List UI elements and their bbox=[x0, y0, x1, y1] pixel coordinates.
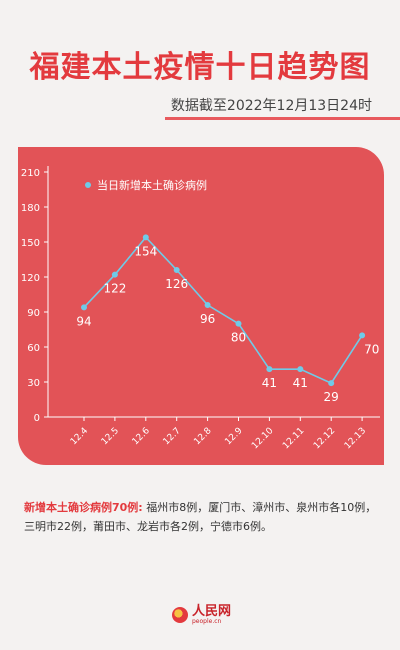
y-tick-label: 180 bbox=[21, 203, 40, 214]
data-point bbox=[266, 366, 273, 373]
series-line bbox=[83, 236, 363, 385]
x-tick-label: 12.9 bbox=[223, 426, 244, 447]
x-tick-label: 12.12 bbox=[312, 426, 337, 451]
data-label: 41 bbox=[262, 376, 277, 390]
legend-marker bbox=[85, 182, 91, 188]
x-tick-label: 12.6 bbox=[131, 426, 152, 447]
data-cutoff-subtitle: 数据截至2022年12月13日24时 bbox=[170, 98, 372, 114]
y-tick-label: 150 bbox=[21, 238, 40, 249]
data-point bbox=[142, 234, 149, 241]
note-text: 福州市8例，厦门市、漳州市、泉州市各10例，三明市22例，莆田市、龙岩市各2例，… bbox=[24, 501, 377, 533]
data-label: 70 bbox=[364, 342, 379, 356]
x-tick-label: 12.13 bbox=[343, 426, 368, 451]
x-tick-label: 12.7 bbox=[162, 426, 183, 447]
page-title: 福建本土疫情十日趋势图 bbox=[29, 50, 371, 85]
data-point bbox=[81, 304, 87, 311]
data-label: 80 bbox=[231, 331, 246, 345]
logo-url: people.cn bbox=[192, 618, 222, 625]
y-tick-label: 60 bbox=[27, 343, 40, 354]
people-daily-logo: 人民网 people.cn bbox=[172, 605, 231, 625]
data-point bbox=[235, 320, 242, 327]
data-label: 94 bbox=[76, 314, 91, 328]
y-tick-label: 0 bbox=[34, 413, 40, 424]
subtitle-underline bbox=[165, 117, 400, 120]
data-label: 29 bbox=[324, 390, 339, 404]
y-tick-label: 120 bbox=[21, 273, 40, 284]
y-tick-label: 30 bbox=[27, 378, 40, 389]
x-tick-label: 12.5 bbox=[100, 426, 121, 447]
y-tick-label: 210 bbox=[21, 168, 40, 179]
x-tick-label: 12.8 bbox=[192, 426, 213, 447]
data-point bbox=[173, 267, 180, 273]
x-tick-label: 12.11 bbox=[281, 426, 306, 451]
logo-name: 人民网 bbox=[192, 604, 232, 619]
data-label: 154 bbox=[134, 244, 157, 258]
y-tick-label: 90 bbox=[27, 308, 40, 319]
data-label: 96 bbox=[200, 312, 215, 326]
data-point bbox=[328, 380, 335, 387]
line-chart: 0 30 60 90 120 150 180 210 12.4 12.5 12.6 12.7 12.8 1… bbox=[21, 166, 380, 451]
data-label: 122 bbox=[103, 282, 126, 296]
data-point bbox=[359, 332, 366, 339]
data-point bbox=[204, 302, 211, 308]
legend-label: 当日新增本土确诊病例 bbox=[97, 178, 207, 192]
x-tick-label: 12.10 bbox=[250, 426, 275, 451]
case-breakdown-note: 新增本土确诊病例70例: 福州市8例，厦门市、漳州市、泉州市各10例，三明市22… bbox=[24, 498, 380, 536]
data-label: 126 bbox=[165, 277, 188, 291]
data-point bbox=[297, 366, 304, 373]
logo-mark-icon bbox=[172, 607, 188, 623]
data-label: 41 bbox=[293, 376, 308, 390]
note-highlight: 新增本土确诊病例70例: bbox=[24, 501, 143, 514]
x-tick-label: 12.4 bbox=[69, 426, 90, 447]
data-point bbox=[111, 271, 118, 278]
chart-card: 0 30 60 90 120 150 180 210 12.4 12.5 12.6 12.7 12.8 1… bbox=[18, 147, 384, 465]
